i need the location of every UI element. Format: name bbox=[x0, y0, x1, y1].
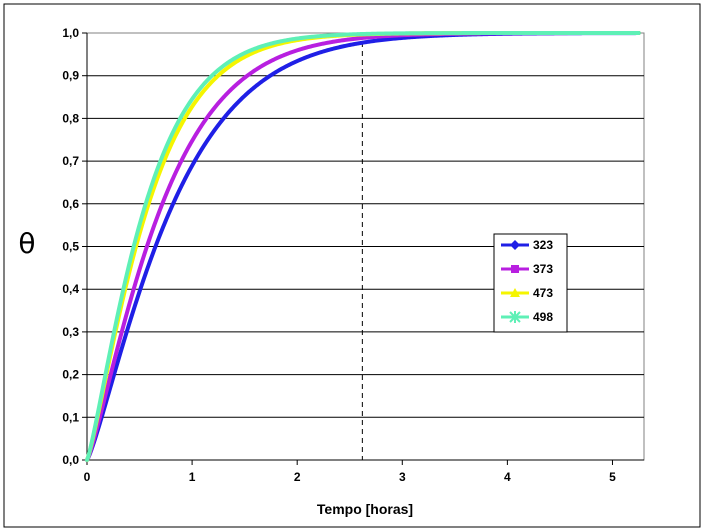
chart-area-border bbox=[3, 3, 701, 528]
legend-label-323: 323 bbox=[533, 238, 553, 252]
legend-label-498: 498 bbox=[533, 310, 553, 324]
y-tick-label: 0,2 bbox=[62, 368, 79, 382]
x-tick-label: 1 bbox=[189, 470, 196, 484]
x-tick-label: 0 bbox=[84, 470, 91, 484]
y-tick-label: 1,0 bbox=[62, 26, 79, 40]
y-tick-labels: 0,0 0,1 0,2 0,3 0,4 0,5 0,6 0,7 0,8 0,9 1,0 bbox=[62, 26, 79, 467]
x-axis-title: Tempo [horas] bbox=[317, 501, 413, 517]
series-line-498 bbox=[85, 31, 641, 462]
y-tick-label: 0,1 bbox=[62, 410, 79, 424]
x-tick-label: 2 bbox=[294, 470, 301, 484]
y-tick-label: 0,8 bbox=[62, 111, 79, 125]
legend-marker-triangle bbox=[510, 288, 520, 297]
y-axis-title: θ bbox=[18, 227, 35, 260]
y-tick-label: 0,0 bbox=[62, 453, 79, 467]
x-tick-label: 4 bbox=[504, 470, 511, 484]
x-tick-labels: 0 1 2 3 4 5 bbox=[84, 470, 616, 484]
legend: 323 373 473 498 bbox=[493, 233, 568, 333]
x-tick-label: 5 bbox=[609, 470, 616, 484]
series-group bbox=[85, 31, 641, 462]
legend-label-473: 473 bbox=[533, 286, 553, 300]
legend-marker-asterisk bbox=[509, 311, 521, 323]
legend-label-373: 373 bbox=[533, 262, 553, 276]
y-tick-label: 0,5 bbox=[62, 240, 79, 254]
y-tick-label: 0,7 bbox=[62, 154, 79, 168]
y-tick-label: 0,3 bbox=[62, 325, 79, 339]
y-tick-label: 0,4 bbox=[62, 282, 79, 296]
legend-marker-diamond bbox=[510, 240, 520, 250]
legend-marker-square bbox=[511, 265, 519, 273]
y-tick-label: 0,9 bbox=[62, 69, 79, 83]
y-tick-label: 0,6 bbox=[62, 197, 79, 211]
x-tick-label: 3 bbox=[399, 470, 406, 484]
